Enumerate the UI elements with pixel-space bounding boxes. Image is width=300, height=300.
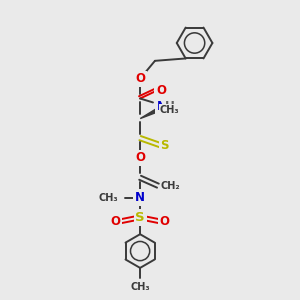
Polygon shape xyxy=(140,109,158,118)
Text: S: S xyxy=(160,139,169,152)
Text: O: O xyxy=(160,215,170,228)
Text: O: O xyxy=(156,84,166,97)
Text: O: O xyxy=(110,215,120,228)
Text: CH₃: CH₃ xyxy=(160,105,179,116)
Text: CH₃: CH₃ xyxy=(99,193,118,202)
Text: CH₂: CH₂ xyxy=(161,181,181,191)
Text: H: H xyxy=(165,100,175,113)
Text: CH₃: CH₃ xyxy=(130,282,150,292)
Text: N: N xyxy=(157,100,167,113)
Text: N: N xyxy=(135,191,145,204)
Text: O: O xyxy=(135,72,145,85)
Text: S: S xyxy=(135,211,145,224)
Text: O: O xyxy=(135,152,145,164)
